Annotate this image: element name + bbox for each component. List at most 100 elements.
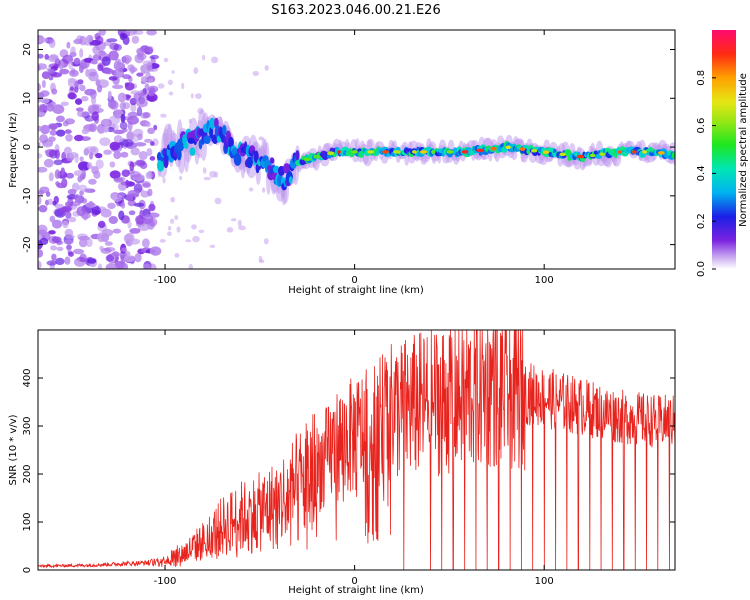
spectrogram-noise-blob	[130, 90, 140, 95]
spectrogram-noise-blob	[53, 195, 59, 204]
spectrogram-noise-blob	[89, 152, 94, 160]
spectrogram-ylabel: Frequency (Hz)	[8, 112, 19, 188]
spectrogram-noise-blob	[62, 220, 69, 229]
spectrogram-noise-blob	[74, 80, 80, 88]
spectrogram-ridge-peak	[589, 153, 596, 158]
spectrogram-ridge-peak	[351, 150, 358, 154]
spectrogram-noise-blob	[258, 255, 263, 262]
spectrogram-noise-blob	[38, 153, 43, 159]
spectrogram-noise-blob	[119, 121, 128, 130]
figure-title: S163.2023.046.00.21.E26	[271, 3, 440, 18]
spectrogram-noise-blob	[143, 218, 152, 225]
spectrogram-noise-blob	[136, 106, 143, 117]
spectrogram-noise-blob	[130, 102, 137, 113]
spectrogram-noise-blob	[195, 93, 202, 99]
spectrogram-ridge-core	[272, 165, 280, 174]
spectrogram-noise-blob	[113, 135, 123, 143]
snr-ytick-label: 400	[22, 368, 33, 387]
spectrogram-noise-blob	[113, 44, 122, 51]
spectrogram-ridge-core	[295, 150, 300, 161]
spectrogram-ridge-peak	[476, 148, 484, 153]
spectrogram-noise-blob	[96, 84, 103, 93]
spectrogram-noise-blob	[94, 205, 100, 214]
spectrogram-noise-blob	[140, 91, 145, 97]
spectrogram-noise-blob	[97, 64, 104, 72]
spectrogram-noise-blob	[141, 76, 148, 83]
spectrogram-noise-blob	[91, 111, 99, 121]
spectrogram-noise-blob	[38, 83, 41, 92]
spectrogram-noise-blob	[124, 82, 135, 91]
spectrogram-noise-blob	[86, 34, 94, 43]
spectrogram-noise-blob	[209, 244, 216, 248]
spectrogram-noise-blob	[90, 97, 97, 105]
spectrogram-ridge-peak	[519, 147, 526, 151]
spectrogram-noise-blob	[48, 149, 58, 159]
spectrogram-noise-blob	[121, 169, 130, 177]
spectrogram-ridge-peak	[412, 150, 417, 154]
spectrogram-noise-blob	[122, 74, 132, 80]
spectrogram-ridge-peak	[313, 154, 321, 159]
spectrogram-noise-blob	[202, 54, 206, 61]
spectrogram-noise-blob	[168, 91, 174, 96]
spectrogram-ridge-core	[671, 151, 675, 159]
spectrogram-ridge-core	[283, 163, 291, 174]
spectrogram-noise-blob	[41, 80, 46, 88]
colorbar-tick-label: 0.8	[696, 70, 707, 86]
spectrogram-noise-blob	[87, 258, 97, 264]
spectrogram-noise-blob	[133, 128, 144, 137]
spectrogram-noise-blob	[67, 92, 76, 100]
spectrogram-image	[38, 30, 675, 269]
spectrogram-noise-blob	[56, 129, 66, 137]
spectrogram-noise-blob	[85, 68, 90, 78]
spectrogram-noise-blob	[64, 256, 71, 265]
spectrogram-noise-blob	[129, 171, 141, 178]
spectrogram-noise-blob	[108, 99, 117, 109]
spectrogram-noise-blob	[103, 126, 109, 133]
spectrogram-noise-blob	[190, 93, 194, 99]
spectrogram-noise-blob	[79, 253, 87, 263]
spectrogram-noise-blob	[112, 228, 122, 234]
spectrogram-noise-blob	[52, 219, 63, 229]
spectrogram-noise-blob	[49, 123, 58, 131]
spectrogram-noise-blob	[104, 241, 113, 246]
spectrogram-ridge-peak	[490, 146, 497, 151]
spectrogram-noise-blob	[40, 90, 50, 97]
spectrogram-noise-blob	[38, 142, 41, 147]
spectrogram-noise-blob	[142, 60, 153, 66]
spectrogram-noise-blob	[40, 98, 50, 104]
spectrogram-noise-blob	[142, 238, 150, 248]
spectrogram-noise-blob	[119, 101, 127, 111]
spectrogram-noise-blob	[100, 208, 112, 218]
spectrogram-noise-blob	[48, 230, 56, 235]
spectrogram-noise-blob	[79, 190, 84, 196]
spectrogram-noise-blob	[248, 187, 254, 192]
spectrogram-noise-blob	[88, 123, 97, 133]
spectrogram-noise-blob	[38, 224, 48, 235]
spectrogram-noise-blob	[74, 153, 79, 164]
spectrogram-noise-blob	[103, 149, 112, 155]
spectrogram-noise-blob	[90, 59, 98, 65]
spectrogram-noise-blob	[160, 113, 167, 118]
spectrogram-noise-blob	[66, 243, 72, 252]
spectrogram-noise-blob	[95, 153, 103, 159]
spectrogram-noise-blob	[170, 196, 176, 203]
snr-ytick-label: 300	[22, 416, 33, 435]
spectrogram-noise-blob	[127, 130, 134, 140]
snr-xtick-label: 0	[351, 576, 357, 587]
spectrogram-noise-blob	[55, 257, 65, 265]
snr-ylabel: SNR (10 * v/v)	[8, 414, 19, 485]
spectrogram-noise-blob	[79, 61, 88, 70]
spectrogram-xtick-label: 100	[535, 275, 554, 286]
spectrogram-ridge-peak	[559, 152, 566, 157]
spectrogram-noise-blob	[159, 239, 166, 243]
spectrogram-noise-blob	[193, 67, 199, 74]
spectrogram-noise-blob	[38, 205, 48, 213]
snr-ytick-label: 100	[22, 512, 33, 531]
spectrogram-noise-blob	[63, 239, 74, 245]
spectrogram-noise-blob	[181, 82, 185, 90]
spectrogram-noise-blob	[230, 218, 237, 222]
spectrogram-noise-blob	[48, 136, 56, 143]
spectrogram-noise-blob	[38, 125, 42, 132]
spectrogram-noise-blob	[131, 35, 140, 44]
